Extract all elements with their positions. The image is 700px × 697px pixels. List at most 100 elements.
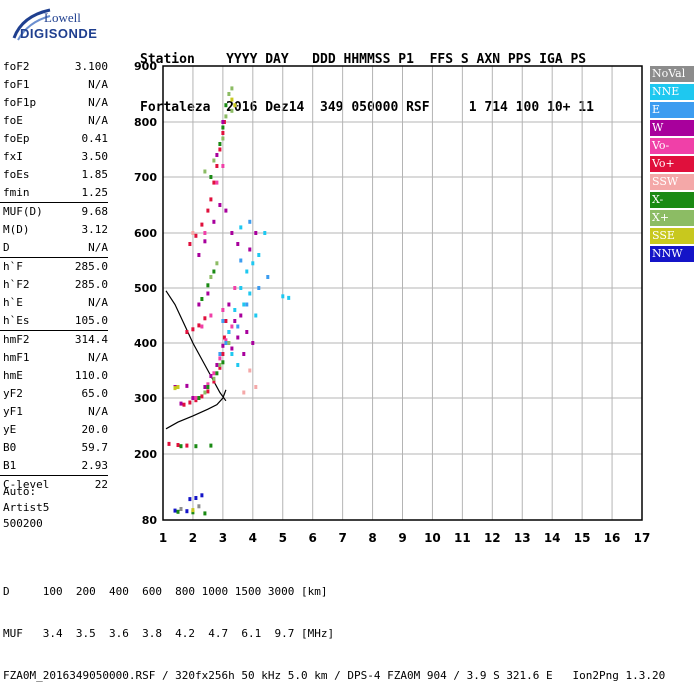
param-label: foEs	[3, 168, 30, 181]
param-value: 110.0	[74, 369, 108, 382]
echo-point	[224, 319, 228, 323]
echo-point	[218, 365, 222, 370]
echo-point	[239, 225, 243, 230]
echo-point	[230, 97, 234, 102]
footer-distance-row: D 100 200 400 600 800 1000 1500 3000 [km…	[3, 585, 328, 598]
legend-item: W	[650, 120, 694, 136]
echo-point	[221, 360, 225, 365]
echo-point	[224, 341, 228, 345]
echo-point	[203, 316, 207, 321]
x-tick-label: 16	[604, 531, 621, 545]
x-tick-label: 11	[454, 531, 471, 545]
legend-item: X-	[650, 192, 694, 208]
param-label: hmF1	[3, 351, 30, 364]
echo-point	[215, 363, 219, 367]
x-tick-label: 4	[249, 531, 257, 545]
echo-point	[212, 371, 216, 376]
param-label: foF1p	[3, 96, 37, 109]
echo-point	[209, 374, 213, 378]
y-tick-label: 80	[142, 514, 158, 527]
echo-point	[236, 335, 240, 340]
echo-point	[179, 507, 183, 511]
param-value: 9.68	[81, 205, 109, 218]
echo-point	[212, 158, 216, 163]
param-value: 314.4	[74, 333, 108, 346]
param-label: fxI	[3, 150, 23, 163]
param-label: yF1	[3, 405, 23, 418]
x-tick-label: 15	[574, 531, 591, 545]
param-label: B0	[3, 441, 17, 454]
echo-point	[203, 239, 207, 244]
echo-point	[230, 231, 234, 235]
digisonde-logo: Lowell DIGISONDE	[8, 8, 138, 48]
echo-point	[191, 508, 195, 513]
param-value: 2.93	[81, 459, 109, 472]
legend-item: Vo+	[650, 156, 694, 172]
echo-point	[227, 92, 231, 96]
param-label: hmF2	[3, 333, 30, 346]
echo-point	[254, 385, 258, 389]
echo-point	[248, 247, 252, 252]
param-value: N/A	[88, 114, 108, 127]
param-value: N/A	[88, 78, 108, 91]
echo-point	[215, 180, 219, 185]
param-value: 105.0	[74, 314, 108, 327]
echo-point	[221, 136, 225, 141]
echo-point	[212, 376, 216, 381]
echo-point	[212, 269, 216, 274]
echo-point	[179, 401, 183, 406]
echo-point	[236, 242, 240, 246]
echo-point	[245, 302, 249, 307]
param-label: foEp	[3, 132, 30, 145]
echo-point	[197, 253, 201, 257]
param-row: foF2 3.100	[0, 58, 108, 76]
x-tick-label: 17	[634, 531, 651, 545]
echo-point	[248, 219, 252, 224]
echo-point	[206, 208, 210, 213]
param-row: h`Es 105.0	[0, 312, 108, 330]
echo-point	[239, 313, 243, 318]
echo-point	[173, 386, 177, 391]
y-tick-label: 800	[134, 116, 157, 129]
echo-point	[242, 302, 246, 307]
y-tick-label: 300	[134, 392, 157, 405]
param-row: D N/A	[0, 239, 108, 257]
param-value: 1.85	[81, 168, 109, 181]
echo-point	[224, 114, 228, 119]
logo-swoosh-icon	[12, 8, 51, 41]
echo-point	[212, 180, 216, 185]
echo-point	[221, 125, 225, 130]
echo-point	[242, 390, 246, 395]
echo-point	[215, 261, 219, 266]
param-value: N/A	[88, 296, 108, 309]
x-tick-label: 8	[368, 531, 376, 545]
echo-point	[200, 222, 204, 227]
param-label: D	[3, 241, 10, 254]
echo-point	[245, 269, 249, 274]
echo-point	[230, 352, 234, 356]
echo-point	[227, 330, 231, 334]
param-row: h`F2 285.0	[0, 276, 108, 294]
ionogram-chart: 1 2 3 4 5 6 7 8 9 10 11 12 13 14 15 16 17802003004005006…	[134, 60, 651, 545]
echo-point	[218, 147, 222, 152]
echo-point	[203, 511, 207, 516]
legend: NoVal NNE E W Vo- Vo+ SSW X- X+ SSE NNW	[650, 66, 694, 264]
param-row: fmin 1.25	[0, 184, 108, 202]
param-value: 20.0	[81, 423, 109, 436]
echo-point	[200, 493, 204, 498]
echo-point	[224, 103, 228, 108]
echo-point	[245, 330, 249, 334]
param-row: hmF1 N/A	[0, 349, 108, 367]
echo-point	[203, 385, 207, 389]
echo-point	[221, 120, 225, 124]
echo-point	[221, 319, 225, 323]
echo-point	[209, 197, 213, 202]
param-row: foF1p N/A	[0, 94, 108, 112]
echo-point	[254, 313, 258, 318]
param-separator	[0, 330, 108, 331]
echo-point	[233, 319, 237, 323]
echo-point	[197, 396, 201, 400]
echo-point	[179, 444, 183, 449]
param-separator	[0, 202, 108, 203]
echo-point	[248, 368, 252, 373]
